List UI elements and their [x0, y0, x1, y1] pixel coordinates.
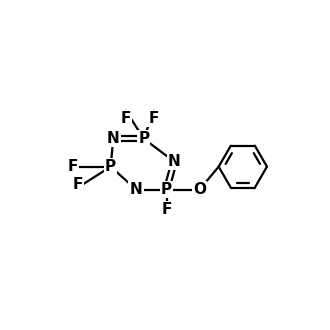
Text: F: F	[121, 111, 131, 126]
Text: O: O	[193, 182, 206, 197]
Text: P: P	[161, 182, 172, 197]
Text: N: N	[107, 131, 119, 146]
Text: P: P	[105, 159, 116, 174]
Text: P: P	[138, 131, 149, 146]
Text: F: F	[72, 177, 83, 192]
Text: F: F	[161, 203, 172, 217]
Text: N: N	[130, 182, 143, 197]
Text: F: F	[149, 111, 159, 126]
Text: F: F	[67, 159, 78, 174]
Text: N: N	[168, 154, 181, 169]
